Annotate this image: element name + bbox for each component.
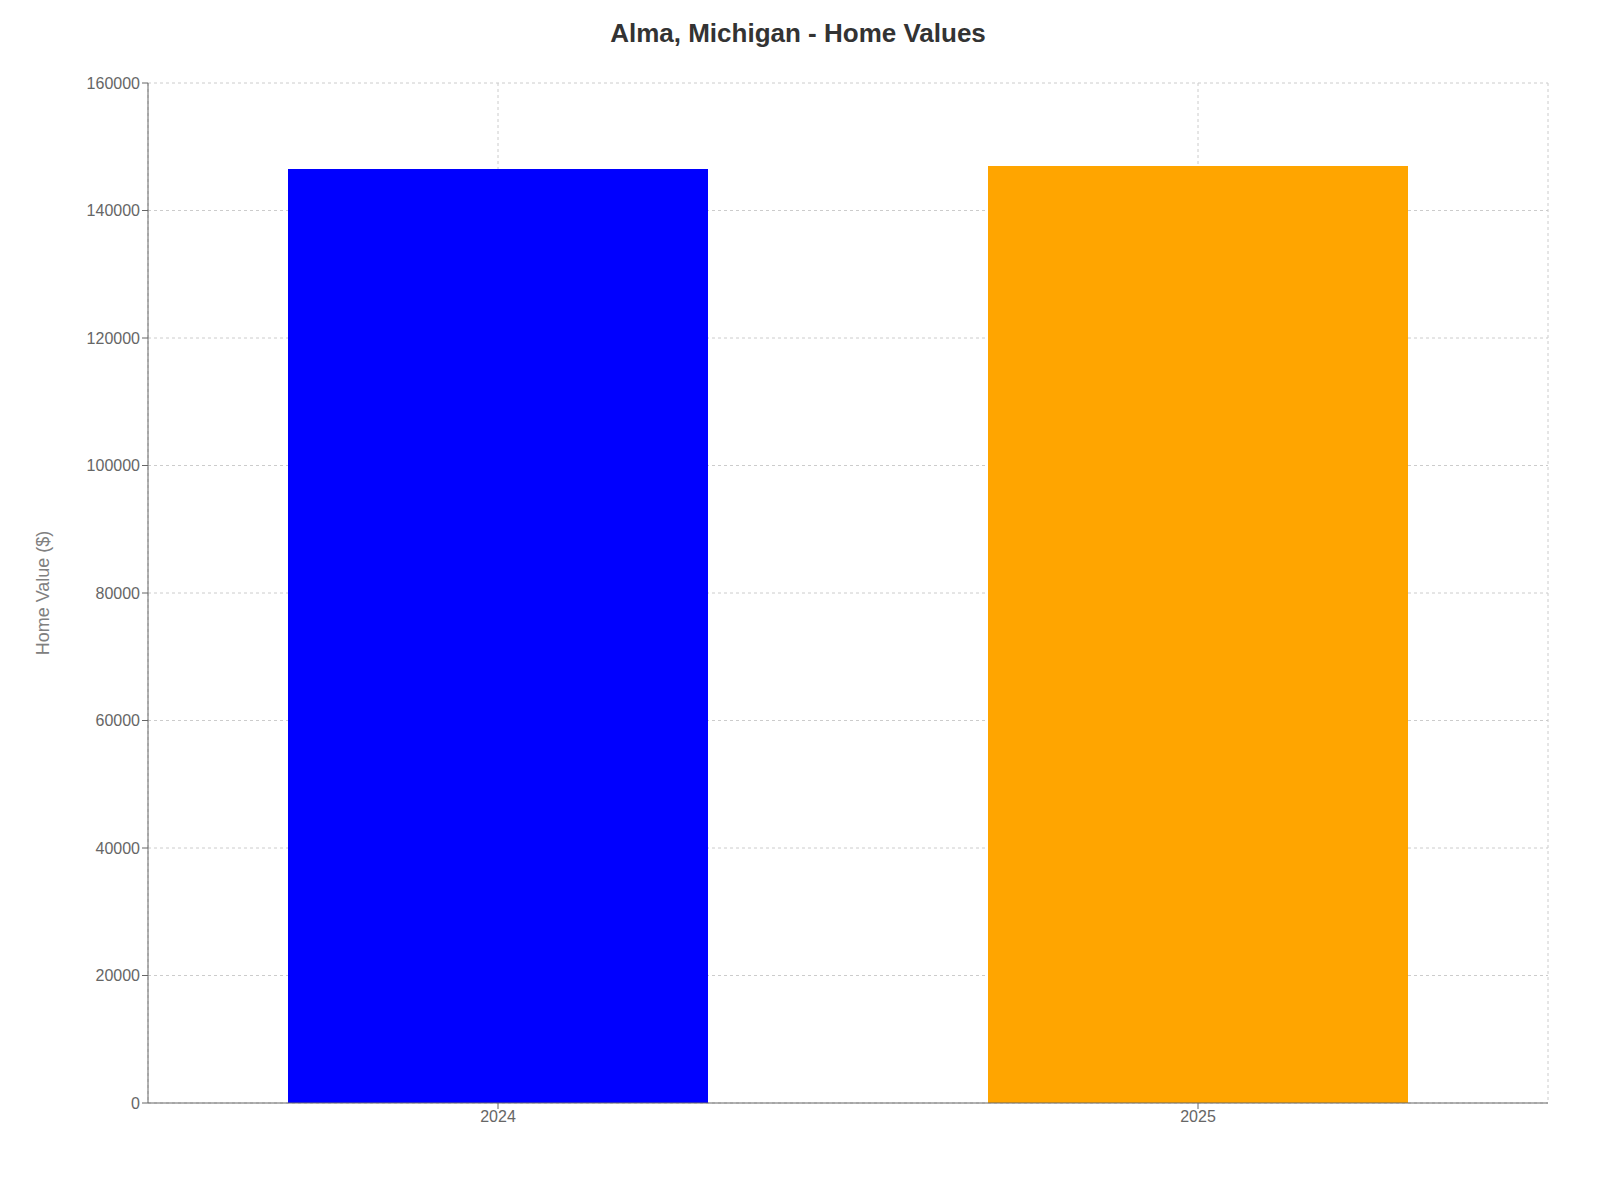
- svg-text:140000: 140000: [87, 202, 140, 219]
- svg-text:20000: 20000: [96, 967, 141, 984]
- svg-text:160000: 160000: [87, 75, 140, 92]
- svg-text:0: 0: [131, 1095, 140, 1112]
- svg-text:80000: 80000: [96, 585, 141, 602]
- svg-text:2024: 2024: [480, 1108, 516, 1125]
- html-text:Alma, Michigan - Home Values: Alma, Michigan - Home Values: [610, 18, 986, 48]
- svg-text:120000: 120000: [87, 330, 140, 347]
- svg-text:Home Value ($): Home Value ($): [33, 531, 53, 656]
- svg-text:100000: 100000: [87, 457, 140, 474]
- svg-text:2025: 2025: [1180, 1108, 1216, 1125]
- svg-text:60000: 60000: [96, 712, 141, 729]
- svg-text:40000: 40000: [96, 840, 141, 857]
